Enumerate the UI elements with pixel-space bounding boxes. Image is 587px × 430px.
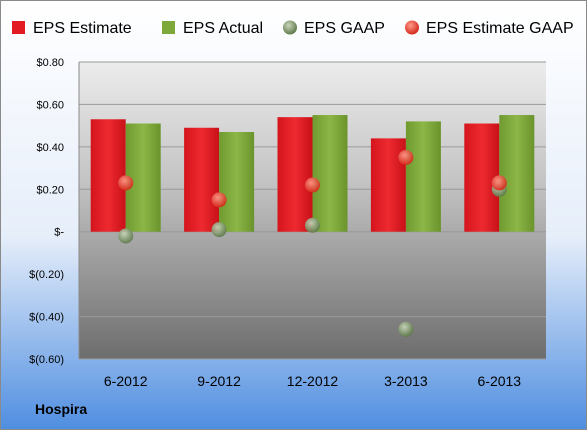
x-tick-label: 9-2012 bbox=[197, 373, 241, 389]
y-tick-label: $(0.40) bbox=[29, 312, 64, 324]
bar-eps-estimate bbox=[90, 119, 126, 232]
y-tick-label: $0.40 bbox=[36, 142, 64, 154]
bar-eps-actual bbox=[312, 115, 348, 232]
legend-swatch-eps-estimate-gaap bbox=[405, 20, 419, 35]
marker-eps-estimate-gaap bbox=[305, 177, 320, 193]
y-tick-label: $(0.60) bbox=[29, 354, 64, 366]
x-axis-labels: 6-2012 9-2012 12-2012 3-2013 6-2013 bbox=[104, 373, 521, 389]
bar-eps-actual bbox=[125, 123, 161, 232]
bar-eps-estimate bbox=[277, 117, 313, 232]
y-tick-label: $(0.20) bbox=[29, 269, 64, 281]
x-tick-label: 6-2013 bbox=[478, 373, 522, 389]
y-tick-label: $- bbox=[54, 227, 64, 239]
legend-swatch-eps-actual bbox=[162, 21, 175, 34]
marker-series bbox=[118, 149, 507, 337]
x-tick-label: 12-2012 bbox=[287, 373, 339, 389]
bar-eps-actual bbox=[405, 121, 441, 232]
legend-label-eps-estimate: EPS Estimate bbox=[33, 20, 132, 37]
company-name: Hospira bbox=[35, 401, 88, 417]
bar-eps-estimate bbox=[464, 123, 500, 232]
y-axis-labels: $0.80 $0.60 $0.40 $0.20 $- $(0.20) $(0.40) $(0.… bbox=[29, 57, 64, 366]
marker-eps-gaap bbox=[398, 321, 414, 337]
bar-eps-actual bbox=[219, 132, 255, 232]
legend-swatch-eps-estimate bbox=[12, 21, 25, 34]
legend: EPS Estimate EPS Actual EPS GAAP EPS Estima… bbox=[12, 20, 574, 37]
y-tick-label: $0.20 bbox=[36, 184, 64, 196]
legend-swatch-eps-gaap bbox=[283, 20, 297, 35]
marker-eps-gaap bbox=[305, 217, 320, 233]
marker-eps-estimate-gaap bbox=[398, 149, 414, 165]
legend-label-eps-gaap: EPS GAAP bbox=[304, 20, 385, 37]
legend-label-eps-actual: EPS Actual bbox=[183, 20, 263, 37]
marker-eps-estimate-gaap bbox=[211, 192, 227, 208]
marker-eps-estimate-gaap bbox=[491, 175, 507, 191]
y-tick-label: $0.80 bbox=[36, 57, 64, 69]
legend-label-eps-estimate-gaap: EPS Estimate GAAP bbox=[426, 20, 574, 37]
x-tick-label: 3-2013 bbox=[384, 373, 428, 389]
marker-eps-estimate-gaap bbox=[118, 175, 134, 191]
y-tick-label: $0.60 bbox=[36, 99, 64, 111]
marker-eps-gaap bbox=[211, 222, 227, 238]
x-tick-label: 6-2012 bbox=[104, 373, 148, 389]
bar-eps-estimate bbox=[184, 127, 220, 232]
marker-eps-gaap bbox=[118, 228, 134, 244]
bar-series bbox=[90, 115, 535, 232]
bar-eps-actual bbox=[499, 115, 535, 232]
